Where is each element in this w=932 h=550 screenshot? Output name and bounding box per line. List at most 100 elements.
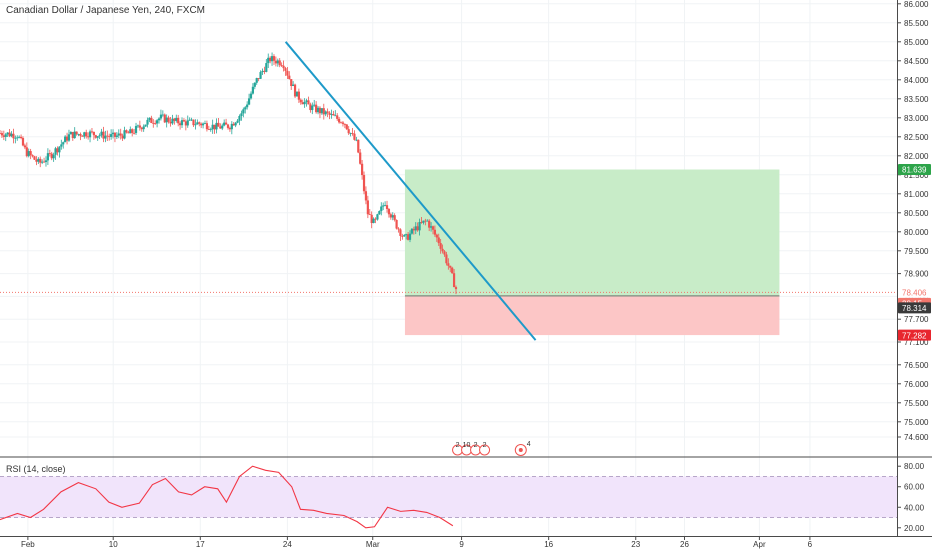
candle-body [403, 235, 406, 237]
candle-body [186, 120, 189, 126]
candle-body [154, 123, 157, 124]
candle-body [196, 122, 199, 125]
candle-body [399, 229, 402, 236]
candle-body [249, 93, 253, 99]
candle-body [429, 226, 433, 228]
candle-body [389, 214, 392, 218]
candle-body [4, 134, 7, 137]
candle-body [223, 122, 226, 126]
candle-body [14, 137, 17, 139]
candle-body [92, 131, 95, 136]
price-tick-label: 80.000 [904, 228, 929, 237]
candle-body [224, 122, 228, 125]
candle-body [41, 161, 44, 163]
candle-body [35, 159, 38, 162]
candle-body [315, 104, 318, 113]
trendline[interactable] [284, 41, 537, 341]
event-marker[interactable] [479, 444, 491, 456]
candle-body [322, 108, 325, 115]
candle-body [234, 122, 237, 126]
candle-body [0, 133, 4, 136]
candle-body [127, 132, 130, 134]
candle-body [295, 91, 299, 97]
candle-body [125, 130, 128, 133]
candle-body [357, 139, 360, 153]
price-tick-label: 79.500 [904, 247, 929, 256]
candle-body [270, 56, 274, 62]
candle-body [238, 115, 241, 121]
candle-body [148, 117, 151, 120]
event-markers[interactable]: 2 10 2 2 4 [452, 441, 531, 456]
event-marker-label: 2 [483, 442, 487, 449]
candle-body [27, 151, 30, 157]
event-marker-label: 4 [527, 441, 531, 448]
candle-body [133, 132, 136, 134]
candle-body [226, 124, 230, 128]
candle-body [232, 123, 235, 126]
candle-body [385, 205, 389, 210]
candle-body [123, 130, 126, 139]
current-price-tag-text: 78.406 [902, 289, 927, 298]
candle-series [0, 52, 458, 295]
candle-body [449, 265, 452, 268]
candle-body [414, 226, 417, 231]
candle-body [178, 123, 182, 126]
candle-body [83, 132, 86, 137]
position-target-zone[interactable] [404, 169, 780, 296]
candle-body [184, 121, 187, 126]
candle-body [207, 129, 210, 130]
price-tick-label: 84.500 [904, 57, 929, 66]
candle-body [437, 237, 440, 244]
candle-body [301, 102, 304, 105]
price-tick-label: 85.000 [904, 38, 929, 47]
candle-body [406, 234, 410, 240]
candle-body [18, 136, 21, 138]
candle-body [54, 148, 57, 155]
candle-body [217, 122, 220, 127]
candle-body [121, 135, 124, 139]
candle-body [255, 78, 258, 83]
candle-body [359, 152, 362, 164]
candle-body [334, 115, 337, 117]
candle-body [213, 124, 216, 130]
candle-body [431, 226, 435, 230]
time-tick-label: Feb [21, 540, 35, 549]
price-tick-label: 86.000 [904, 0, 929, 9]
candle-body [408, 233, 412, 240]
candle-body [62, 142, 65, 145]
candle-body [12, 133, 15, 139]
candle-body [343, 123, 346, 125]
candle-body [267, 57, 270, 64]
candle-body [81, 135, 84, 137]
price-tick-label: 80.500 [904, 209, 929, 218]
rsi-pane [0, 465, 897, 529]
position-stop-zone[interactable] [404, 295, 780, 336]
candle-body [251, 86, 255, 94]
time-tick-label: 10 [109, 540, 118, 549]
candle-body [75, 131, 78, 135]
candle-body [451, 267, 454, 274]
candle-body [351, 133, 354, 134]
rsi-tick-label: 60.00 [904, 483, 925, 492]
time-tick-label: Apr [753, 540, 766, 549]
candle-body [353, 133, 356, 140]
candle-body [305, 100, 308, 102]
candle-body [39, 158, 42, 163]
time-axis[interactable]: Feb 10 17 24 Mar 9 16 23 26 Apr 6 [21, 536, 813, 549]
candle-body [165, 117, 168, 123]
candle-body [378, 211, 381, 215]
candle-body [387, 209, 391, 215]
candle-body [320, 108, 323, 114]
price-axis[interactable]: 86.000 85.500 85.000 84.500 84.000 83.500 83.0… [897, 0, 929, 533]
candle-body [188, 119, 191, 121]
candle-body [247, 98, 251, 105]
candle-body [454, 287, 458, 290]
candle-body [324, 111, 327, 115]
candle-body [169, 121, 172, 124]
candle-body [163, 114, 166, 123]
candle-body [6, 132, 9, 135]
candle-body [418, 221, 421, 231]
candle-body [219, 126, 222, 129]
candle-body [146, 119, 149, 125]
